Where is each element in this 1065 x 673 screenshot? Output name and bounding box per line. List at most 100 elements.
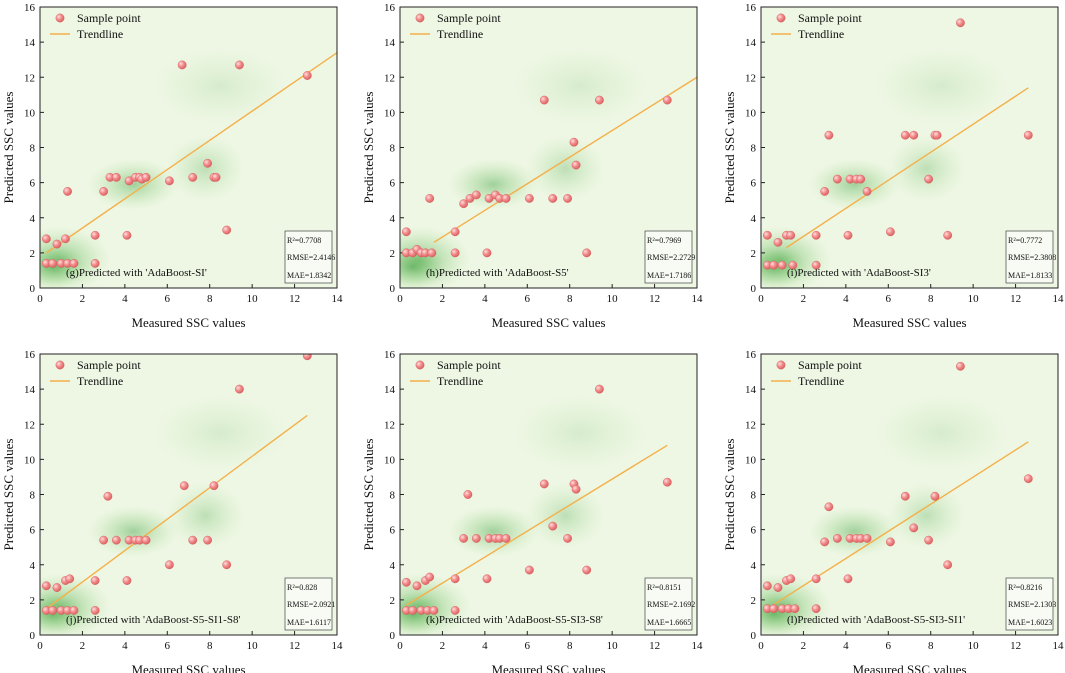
sample-point bbox=[832, 174, 842, 184]
y-tick-label: 12 bbox=[745, 419, 756, 431]
density-layer bbox=[400, 46, 651, 288]
sample-point bbox=[425, 572, 435, 582]
sample-point bbox=[90, 230, 100, 240]
sample-point bbox=[595, 95, 604, 105]
chart-panel-5: 0 2 4 6 8 10 12 14 0 2 4 6 8 10 12 14 16 Sample point Tren… bbox=[361, 349, 703, 673]
stats-box: R²=0.8151 RMSE=2.1692 MAE=1.6665 bbox=[644, 577, 695, 631]
sample-point bbox=[790, 604, 800, 614]
stat-r2: R²=0.828 bbox=[287, 583, 317, 592]
sample-point bbox=[1023, 130, 1033, 140]
sample-point bbox=[777, 260, 787, 270]
sample-points bbox=[401, 95, 672, 258]
legend: Sample point Trendline bbox=[50, 11, 141, 41]
sample-point bbox=[820, 537, 830, 547]
sample-point bbox=[450, 227, 460, 237]
y-tick-label: 12 bbox=[24, 419, 35, 431]
y-tick-label: 2 bbox=[30, 595, 36, 607]
y-tick-label: 8 bbox=[390, 143, 396, 155]
sample-point bbox=[48, 259, 58, 268]
x-tick-label: 0 bbox=[758, 640, 764, 652]
sample-point bbox=[900, 491, 910, 501]
sample-point bbox=[425, 194, 435, 203]
sample-point bbox=[571, 484, 581, 494]
sample-point bbox=[956, 18, 965, 28]
x-tick-label: 4 bbox=[482, 640, 488, 652]
sample-point bbox=[103, 491, 113, 501]
trendline bbox=[766, 441, 1029, 610]
legend-point-swatch bbox=[55, 360, 65, 370]
y-tick-label: 4 bbox=[390, 560, 396, 572]
sample-point bbox=[811, 230, 821, 240]
y-tick-label: 2 bbox=[751, 595, 757, 607]
legend-point-swatch bbox=[776, 13, 786, 23]
sample-point bbox=[69, 259, 79, 268]
x-tick-label: 6 bbox=[886, 293, 892, 305]
y-tick-label: 6 bbox=[751, 525, 757, 537]
x-tick-label: 6 bbox=[165, 640, 171, 652]
y-tick-label: 2 bbox=[751, 248, 757, 260]
sample-point bbox=[235, 384, 244, 394]
stat-rmse: RMSE=2.3808 bbox=[1008, 253, 1056, 262]
sample-point bbox=[662, 95, 672, 105]
panel-caption: (i)Predicted with 'AdaBoost-SI3' bbox=[787, 267, 931, 279]
sample-point bbox=[52, 239, 62, 249]
stats-box-frame bbox=[1005, 577, 1054, 631]
sample-point bbox=[188, 172, 198, 182]
sample-point bbox=[222, 560, 232, 570]
x-tick-label: 14 bbox=[332, 640, 344, 652]
legend-trend-label: Trendline bbox=[437, 374, 483, 388]
y-tick-label: 12 bbox=[384, 419, 395, 431]
sample-point bbox=[569, 137, 579, 147]
sample-point bbox=[211, 172, 221, 182]
legend: Sample point Trendline bbox=[50, 358, 141, 388]
y-tick-label: 6 bbox=[30, 525, 36, 537]
stat-rmse: RMSE=2.2729 bbox=[647, 253, 695, 262]
y-tick-label: 14 bbox=[24, 37, 36, 49]
y-axis-title: Predicted SSC values bbox=[722, 92, 737, 204]
sample-point bbox=[429, 606, 439, 615]
density-blob bbox=[871, 393, 1012, 474]
trendline bbox=[45, 414, 308, 610]
stat-rmse: RMSE=2.0921 bbox=[287, 600, 335, 609]
stats-box: R²=0.828 RMSE=2.0921 MAE=1.6117 bbox=[284, 577, 335, 631]
y-axis-title: Predicted SSC values bbox=[361, 92, 376, 204]
sample-point bbox=[122, 576, 132, 585]
x-tick-label: 2 bbox=[80, 640, 86, 652]
legend-point-swatch bbox=[415, 360, 425, 370]
y-tick-label: 0 bbox=[751, 630, 757, 642]
y-tick-label: 4 bbox=[751, 560, 757, 572]
density-blob bbox=[510, 393, 651, 474]
panel-caption: (k)Predicted with 'AdaBoost-S5-SI3-S8' bbox=[426, 614, 603, 626]
sample-point bbox=[111, 535, 121, 545]
sample-point bbox=[769, 260, 779, 270]
sample-point bbox=[930, 491, 940, 501]
sample-points bbox=[41, 60, 312, 268]
sample-point bbox=[788, 260, 798, 270]
sample-point bbox=[563, 194, 572, 203]
trendline bbox=[433, 76, 697, 243]
x-tick-label: 10 bbox=[247, 640, 259, 652]
y-tick-label: 14 bbox=[384, 384, 396, 396]
y-tick-label: 12 bbox=[24, 72, 35, 84]
x-tick-label: 10 bbox=[968, 293, 980, 305]
sample-point bbox=[401, 577, 411, 587]
sample-point bbox=[595, 384, 604, 394]
sample-point bbox=[69, 606, 79, 615]
density-blob bbox=[150, 393, 291, 474]
x-tick-label: 14 bbox=[332, 293, 344, 305]
density-blob bbox=[761, 591, 808, 635]
density-blob bbox=[165, 134, 246, 203]
legend-trend-label: Trendline bbox=[77, 374, 123, 388]
legend-trend-label: Trendline bbox=[77, 27, 123, 41]
x-tick-label: 6 bbox=[165, 293, 171, 305]
sample-point bbox=[450, 606, 460, 615]
sample-point bbox=[90, 576, 100, 585]
sample-point bbox=[548, 521, 558, 531]
stat-mae: MAE=1.8133 bbox=[1008, 271, 1052, 280]
sample-point bbox=[582, 248, 592, 258]
x-tick-label: 0 bbox=[758, 293, 764, 305]
sample-point bbox=[450, 248, 460, 258]
x-tick-label: 0 bbox=[37, 293, 43, 305]
y-tick-label: 8 bbox=[30, 490, 36, 502]
y-tick-label: 0 bbox=[751, 283, 757, 295]
